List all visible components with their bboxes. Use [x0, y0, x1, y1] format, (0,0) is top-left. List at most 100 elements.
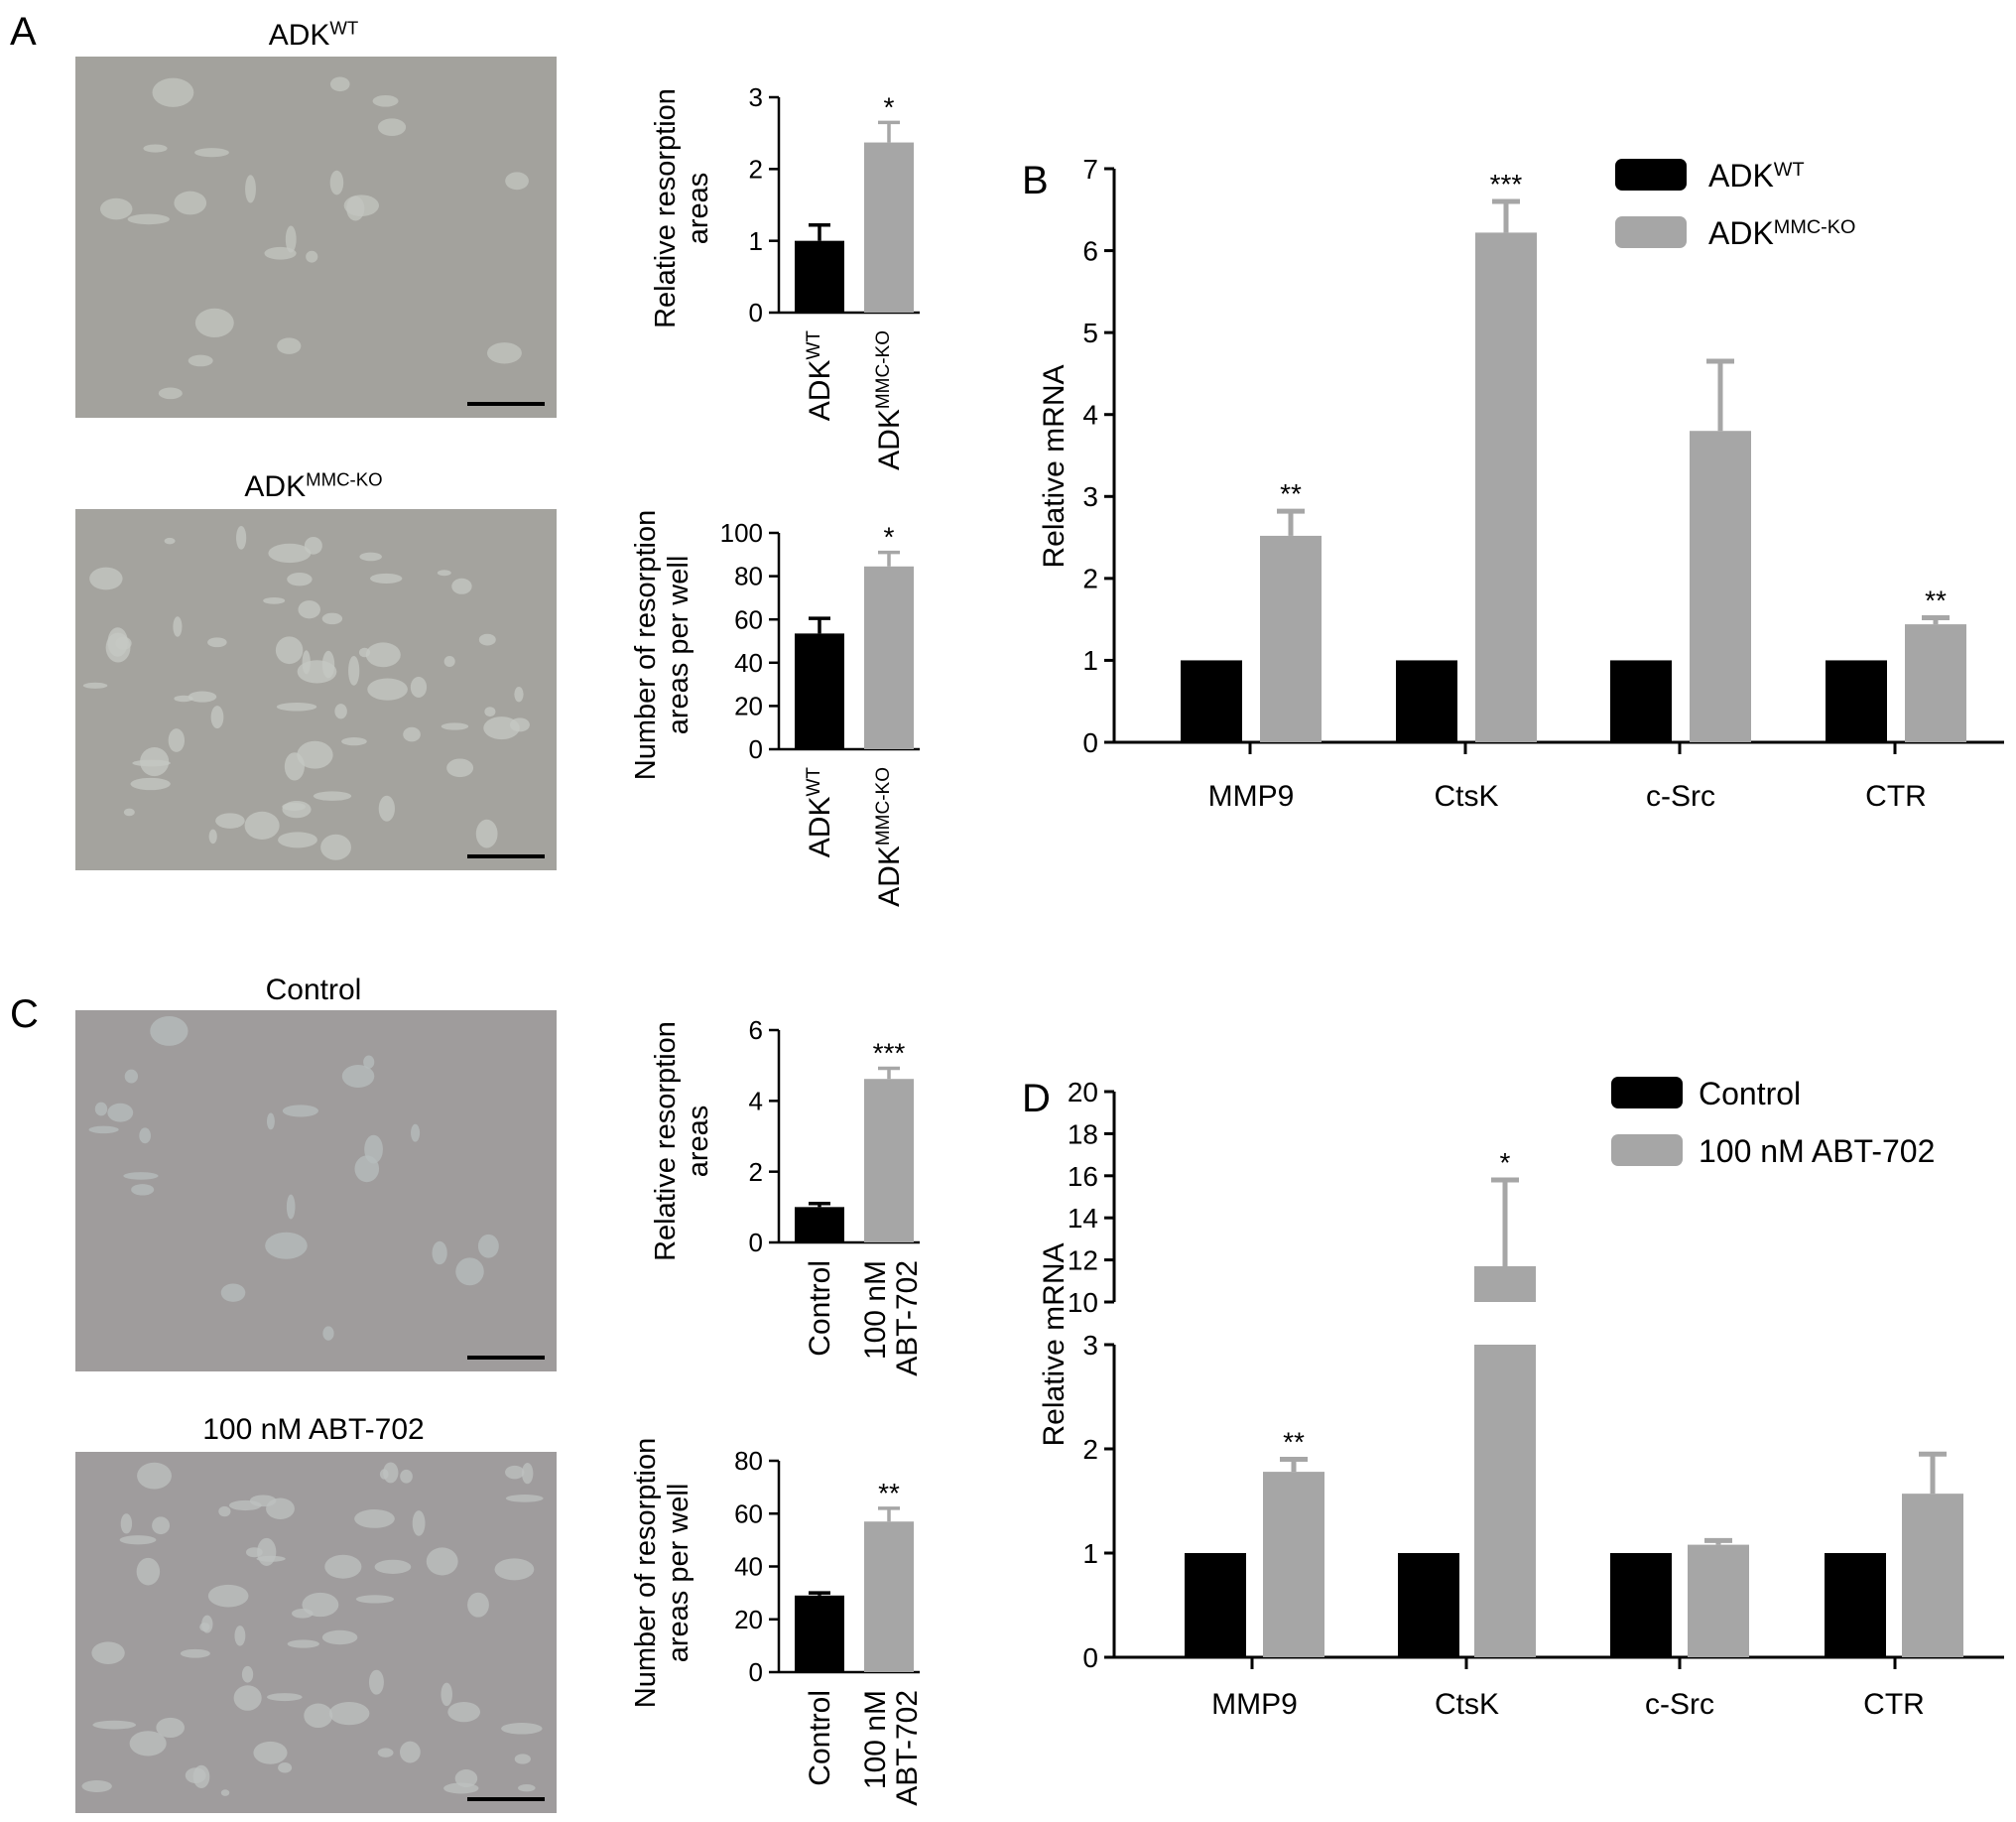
resorption-pit [233, 1685, 262, 1711]
resorption-pit [218, 1505, 231, 1517]
y-tick-label: 3 [749, 82, 763, 112]
resorption-pit [514, 1754, 531, 1764]
bar [1902, 1494, 1963, 1657]
x-category-label: Control [804, 1260, 836, 1357]
resorption-pit [486, 342, 522, 364]
bar [864, 1521, 914, 1672]
y-tick-label: 0 [749, 1657, 763, 1687]
resorption-pit [359, 552, 382, 562]
resorption-pit [188, 354, 213, 367]
legend-label-main: ADK [1708, 215, 1774, 251]
resorption-pit [150, 1016, 189, 1046]
x-category-label: CTR [1865, 780, 1927, 813]
resorption-pit [168, 728, 186, 752]
y-tick-label: 60 [734, 604, 763, 634]
bar [1610, 660, 1672, 742]
resorption-pit [245, 1547, 263, 1558]
legend-swatch [1615, 216, 1687, 248]
resorption-pit [91, 1641, 125, 1664]
micrograph-control: Control [75, 974, 557, 1371]
resorption-pit [94, 1102, 108, 1116]
resorption-pit [119, 1535, 157, 1545]
micrograph-label: 100 nM ABT-702 [202, 1413, 424, 1446]
legend-swatch [1615, 159, 1687, 191]
resorption-pit [410, 676, 428, 698]
bar [1475, 232, 1537, 743]
resorption-pit [367, 678, 408, 701]
resorption-pit [509, 717, 530, 732]
y-tick-label: 0 [749, 734, 763, 764]
resorption-pit [304, 1703, 333, 1729]
resorption-pit [136, 1557, 161, 1586]
resorption-pit [245, 175, 256, 203]
resorption-pit [131, 1184, 155, 1196]
resorption-pit [443, 655, 455, 668]
resorption-pit [267, 1693, 303, 1702]
resorption-pit [477, 1234, 499, 1258]
significance-label: ** [1283, 1427, 1305, 1458]
y-tick-label: 1 [1082, 1538, 1098, 1569]
y-axis-label: Relative mRNA [1038, 364, 1071, 568]
y-tick-label: 4 [1082, 400, 1098, 431]
bar [1185, 1553, 1246, 1657]
x-category-label: CtsK [1434, 780, 1498, 813]
resorption-pit [441, 722, 469, 730]
resorption-pit [236, 526, 247, 550]
y-tick-label: 100 [720, 518, 763, 548]
resorption-pit [139, 1127, 151, 1144]
resorption-pit [320, 834, 351, 860]
resorption-pit [244, 811, 280, 840]
category-main: ADK [804, 797, 836, 858]
resorption-pit [478, 633, 496, 646]
micrograph-label-main: ADK [244, 470, 306, 503]
bar [1396, 660, 1457, 742]
chart-C-bottom: 0 20 40 60 80 Number of resorptionareas per w… [630, 1438, 924, 1806]
micrograph-label: ADKWT [269, 18, 359, 53]
resorption-pit [372, 94, 399, 107]
resorption-pit [348, 656, 360, 686]
y-axis-label-line: areas per well [663, 1484, 694, 1663]
resorption-pit [82, 682, 108, 689]
legend-label-main: ADK [1708, 158, 1774, 194]
bar [795, 240, 844, 313]
resorption-pit [374, 1559, 412, 1574]
y-axis-label: Relative resorptionareas [650, 1021, 714, 1261]
y-axis-label: Number of resorptionareas per well [630, 510, 694, 780]
legend-swatch [1611, 1134, 1683, 1166]
resorption-pit [156, 1717, 185, 1738]
x-category-label: ADKWT [804, 767, 836, 858]
bar-lower-part [1474, 1345, 1536, 1657]
resorption-pit [199, 1622, 210, 1631]
y-axis-label-line: Number of resorption [630, 510, 662, 780]
y-tick-label: 5 [1082, 318, 1098, 348]
resorption-pit [505, 172, 529, 191]
x-category-label: c-Src [1646, 780, 1715, 813]
resorption-pit [441, 1682, 452, 1707]
legend-label: ADKWT [1708, 158, 1805, 194]
resorption-pit [285, 225, 297, 253]
micrograph-image [75, 1010, 557, 1371]
significance-label: * [884, 91, 895, 122]
resorption-pit [124, 1069, 139, 1084]
resorption-pit [107, 1103, 134, 1122]
category-main: ADK [873, 409, 906, 470]
resorption-pit [185, 1767, 206, 1783]
legend-swatch [1611, 1077, 1683, 1108]
resorption-pit [343, 195, 379, 216]
resorption-pit [208, 829, 217, 845]
resorption-pit [287, 573, 313, 586]
bar [1905, 624, 1966, 742]
y-tick-label: 0 [749, 298, 763, 327]
resorption-pit [370, 573, 403, 584]
resorption-pit [99, 197, 133, 220]
y-axis-label-line: Relative resorption [650, 88, 682, 328]
resorption-pit [194, 308, 234, 338]
resorption-pit [287, 1639, 319, 1648]
resorption-pit [514, 687, 524, 703]
panel-letter-d: D [1022, 1077, 1051, 1120]
bar [1263, 1472, 1324, 1657]
resorption-pit [432, 1240, 447, 1265]
resorption-pit [92, 1720, 137, 1730]
resorption-pit [322, 1326, 334, 1341]
micrograph-label: ADKMMC-KO [244, 469, 382, 504]
